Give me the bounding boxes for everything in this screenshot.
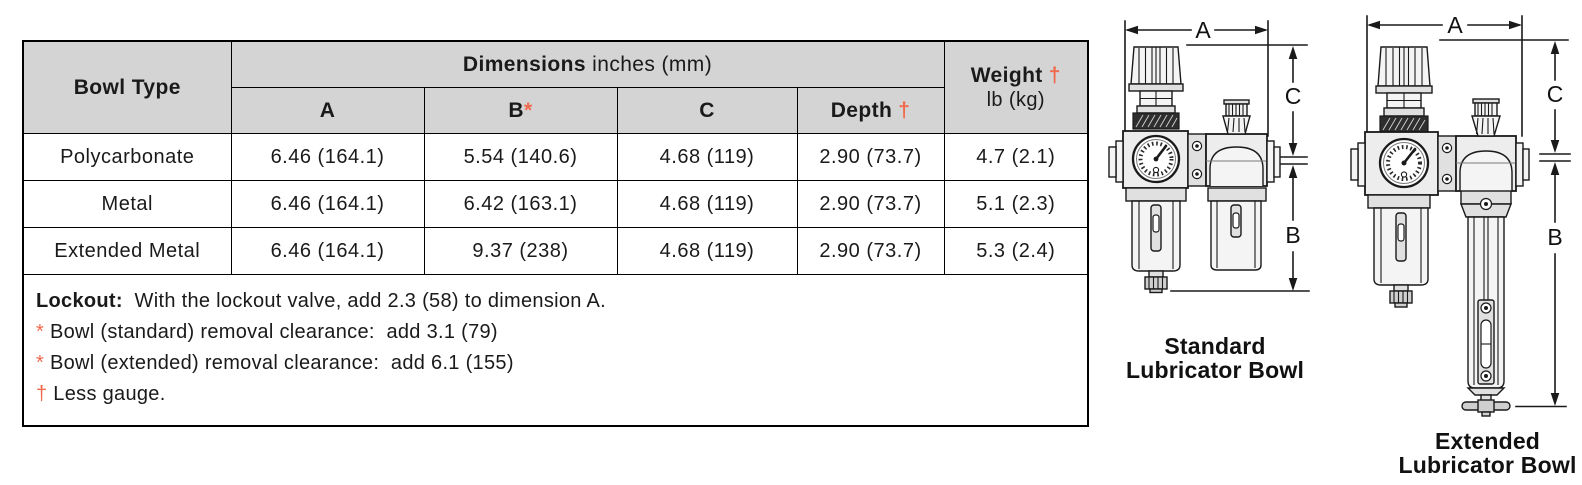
dimension-c-line: C: [1186, 44, 1308, 165]
filter-bowl-standard: [1125, 187, 1187, 294]
col-a-label: A: [319, 98, 336, 122]
header-col-b: B*: [423, 87, 618, 134]
note-bowl-extended-text: Bowl (extended) removal clearance: add 6…: [44, 352, 514, 374]
standard-lubricator-drawing: A C B: [1108, 17, 1310, 294]
note-lockout-prefix: Lockout:: [36, 290, 123, 312]
dimension-c-line: C: [1439, 39, 1571, 162]
dim-c-label: C: [1285, 83, 1302, 109]
pressure-gauge-icon: [1131, 134, 1181, 184]
dimension-a-line: A: [1366, 12, 1523, 137]
cell-dim-a: 6.46 (164.1): [230, 133, 425, 181]
col-c-label: C: [699, 98, 715, 122]
header-dimensions-bold: Dimensions: [462, 52, 586, 76]
cell-dim-b: 5.54 (140.6): [423, 133, 618, 181]
header-col-depth: Depth †: [796, 87, 945, 134]
table-row-metal: Metal 6.46 (164.1) 6.42 (163.1) 4.68 (11…: [22, 180, 1089, 228]
asterisk-mark: *: [36, 352, 45, 374]
footnotes-cell: Lockout: With the lockout valve, add 2.3…: [22, 274, 1089, 427]
regulator-knob-icon: [1375, 46, 1433, 133]
dimension-b-line: B: [1515, 162, 1567, 408]
regulator-knob-icon: [1128, 46, 1184, 130]
cell-dim-c: 4.68 (119): [616, 133, 798, 181]
cell-depth: 2.90 (73.7): [796, 133, 945, 181]
note-less-gauge: † Less gauge.: [36, 379, 1075, 410]
dagger-mark: †: [36, 383, 48, 405]
dimension-a-line: A: [1124, 17, 1269, 137]
lubricator-fill-cap-icon: [1471, 98, 1501, 137]
lubricator-body: [1455, 135, 1530, 192]
dim-a-label: A: [1195, 17, 1211, 43]
dim-c-label: C: [1547, 81, 1564, 107]
header-col-a: A: [230, 87, 425, 134]
left-port-flange: [1357, 142, 1366, 187]
note-bowl-standard-text: Bowl (standard) removal clearance: add 3…: [44, 321, 498, 343]
header-col-c: C: [616, 87, 798, 134]
drain-fitting: [1393, 284, 1409, 292]
right-port-flange: [1515, 142, 1524, 187]
col-b-asterisk-mark: *: [524, 98, 533, 122]
note-bowl-standard: * Bowl (standard) removal clearance: add…: [36, 317, 1075, 348]
cell-dim-a: 6.46 (164.1): [230, 227, 425, 275]
dim-b-label: B: [1285, 222, 1300, 248]
note-lockout-text: With the lockout valve, add 2.3 (58) to …: [122, 290, 606, 312]
cell-dim-b: 6.42 (163.1): [423, 180, 618, 228]
lubricator-body: [1205, 133, 1281, 187]
extended-lubricator-caption: Extended Lubricator Bowl: [1398, 428, 1577, 478]
right-port-flange: [1266, 140, 1275, 183]
connector-block: [1187, 133, 1207, 187]
drain-petcock: [1461, 387, 1511, 417]
filter-bowl-standard: [1367, 194, 1431, 308]
header-weight: Weight † lb (kg): [943, 40, 1089, 134]
cell-weight: 5.1 (2.3): [943, 180, 1089, 228]
pressure-gauge-icon: [1378, 137, 1430, 189]
header-dimensions-units: inches (mm): [585, 52, 713, 76]
dim-a-label: A: [1447, 12, 1463, 38]
header-weight-units: lb (kg): [986, 88, 1045, 111]
lubricator-fill-cap-icon: [1222, 99, 1251, 135]
col-depth-label: Depth: [830, 98, 893, 122]
standard-lubricator-caption: Standard Lubricator Bowl: [1125, 333, 1305, 383]
left-port-flange: [1115, 140, 1124, 183]
dim-b-label: B: [1547, 224, 1562, 250]
header-weight-label: Weight: [970, 63, 1043, 87]
lubricator-bowl-extended: [1459, 190, 1513, 417]
extended-lubricator-drawing: A C B: [1350, 12, 1571, 417]
cell-weight: 5.3 (2.4): [943, 227, 1089, 275]
cell-dim-c: 4.68 (119): [616, 227, 798, 275]
header-bowl-type: Bowl Type: [22, 40, 232, 134]
asterisk-mark: *: [36, 321, 45, 343]
drain-fitting: [1148, 270, 1164, 278]
note-less-gauge-text: Less gauge.: [47, 383, 166, 405]
cell-weight: 4.7 (2.1): [943, 133, 1089, 181]
col-depth-dagger-mark: †: [898, 98, 911, 122]
dimension-b-line: B: [1170, 165, 1310, 292]
table-row-polycarbonate: Polycarbonate 6.46 (164.1) 5.54 (140.6) …: [22, 133, 1089, 181]
sight-glass: [1477, 299, 1495, 385]
cell-dim-b: 9.37 (238): [423, 227, 618, 275]
weight-dagger-mark: †: [1048, 63, 1061, 87]
note-bowl-extended: * Bowl (extended) removal clearance: add…: [36, 348, 1075, 379]
cell-bowl-type: Metal: [22, 180, 232, 228]
table-row-extended-metal: Extended Metal 6.46 (164.1) 9.37 (238) 4…: [22, 227, 1089, 275]
cell-depth: 2.90 (73.7): [796, 227, 945, 275]
header-dimensions: Dimensions inches (mm): [230, 40, 945, 88]
note-lockout: Lockout: With the lockout valve, add 2.3…: [36, 286, 1075, 317]
cell-bowl-type: Polycarbonate: [22, 133, 232, 181]
col-b-label: B: [508, 98, 524, 122]
cell-bowl-type: Extended Metal: [22, 227, 232, 275]
cell-dim-a: 6.46 (164.1): [230, 180, 425, 228]
lubricator-bowl-standard: [1207, 187, 1267, 271]
cell-depth: 2.90 (73.7): [796, 180, 945, 228]
dimensions-table: Bowl Type Dimensions inches (mm) Weight †…: [22, 40, 1089, 427]
cell-dim-c: 4.68 (119): [616, 180, 798, 228]
footnotes-row: Lockout: With the lockout valve, add 2.3…: [22, 274, 1089, 427]
connector-block: [1437, 135, 1457, 192]
